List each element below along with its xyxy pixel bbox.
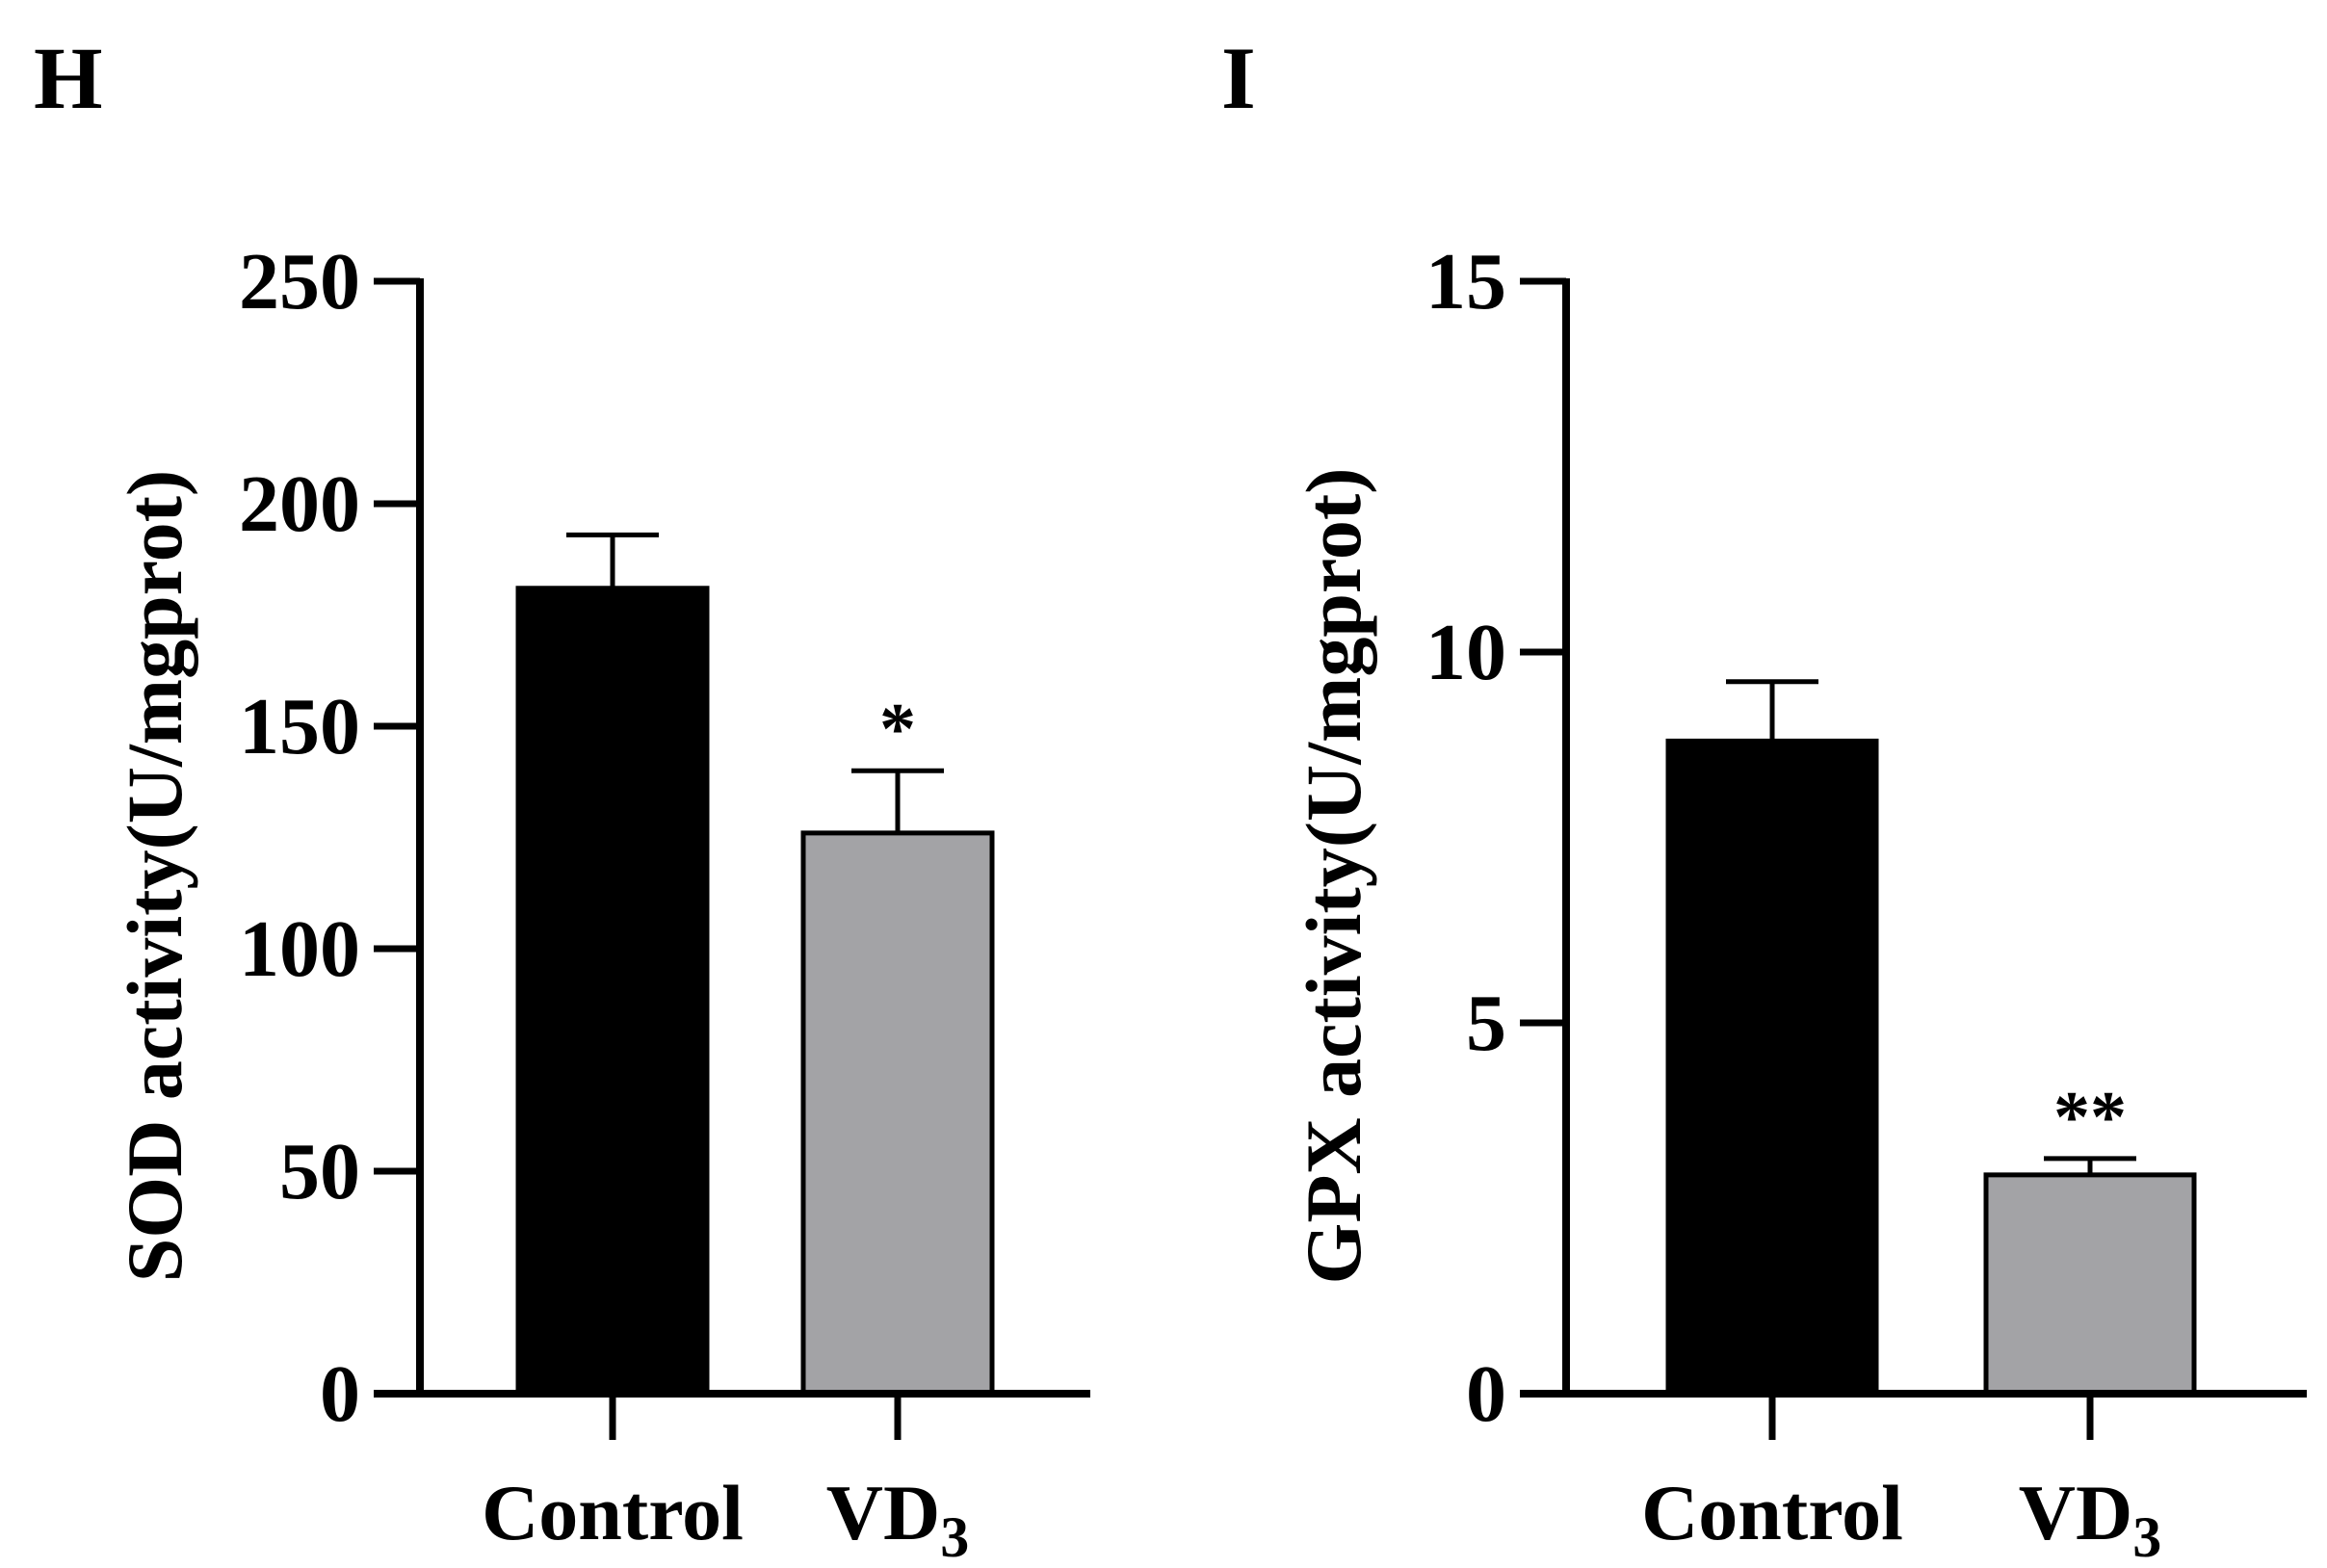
category-label-subscript: 3 [2132,1505,2161,1568]
y-tick-label: 5 [1466,979,1506,1068]
category-label-subscript: 3 [940,1505,969,1568]
category-label-text: Control [482,1469,744,1556]
significance-marker: ** [2053,1077,2127,1158]
panel-h: H * 0 50 100 150 200 250 Control VD3 SOD activity(… [34,29,1090,1568]
bar-vd [800,830,995,1397]
panel-letter: I [1221,29,1256,127]
x-tick-label: VD3 [826,1469,969,1568]
y-tick-label: 150 [239,682,360,771]
x-tick-label: VD3 [2019,1469,2161,1568]
y-tick-label: 100 [239,904,360,994]
x-tick-label: Control [482,1469,744,1556]
y-tick-label: 0 [1466,1349,1506,1439]
y-axis-title: SOD activity(U/mgprot) [111,470,198,1282]
category-label-text: VD [2019,1469,2132,1556]
y-axis-title: GPX activity(U/mgprot) [1290,468,1377,1285]
y-tick-label: 250 [239,237,360,327]
category-label-text: VD [826,1469,940,1556]
category-label-text: Control [1641,1469,1903,1556]
panel-i: I ** 0 5 10 15 Control VD3 GPX activity(U/mgprot… [1221,29,2307,1568]
y-tick-label: 200 [239,459,360,549]
bar-vd [1983,1172,2197,1397]
bar-control [1665,738,1879,1397]
x-tick-label: Control [1641,1469,1903,1556]
bar-control [515,586,710,1397]
y-tick-label: 50 [279,1127,360,1216]
y-tick-label: 10 [1425,608,1506,697]
panel-letter: H [34,29,103,127]
y-tick-label: 15 [1425,237,1506,327]
y-tick-label: 0 [320,1349,360,1439]
significance-marker: * [879,689,916,770]
